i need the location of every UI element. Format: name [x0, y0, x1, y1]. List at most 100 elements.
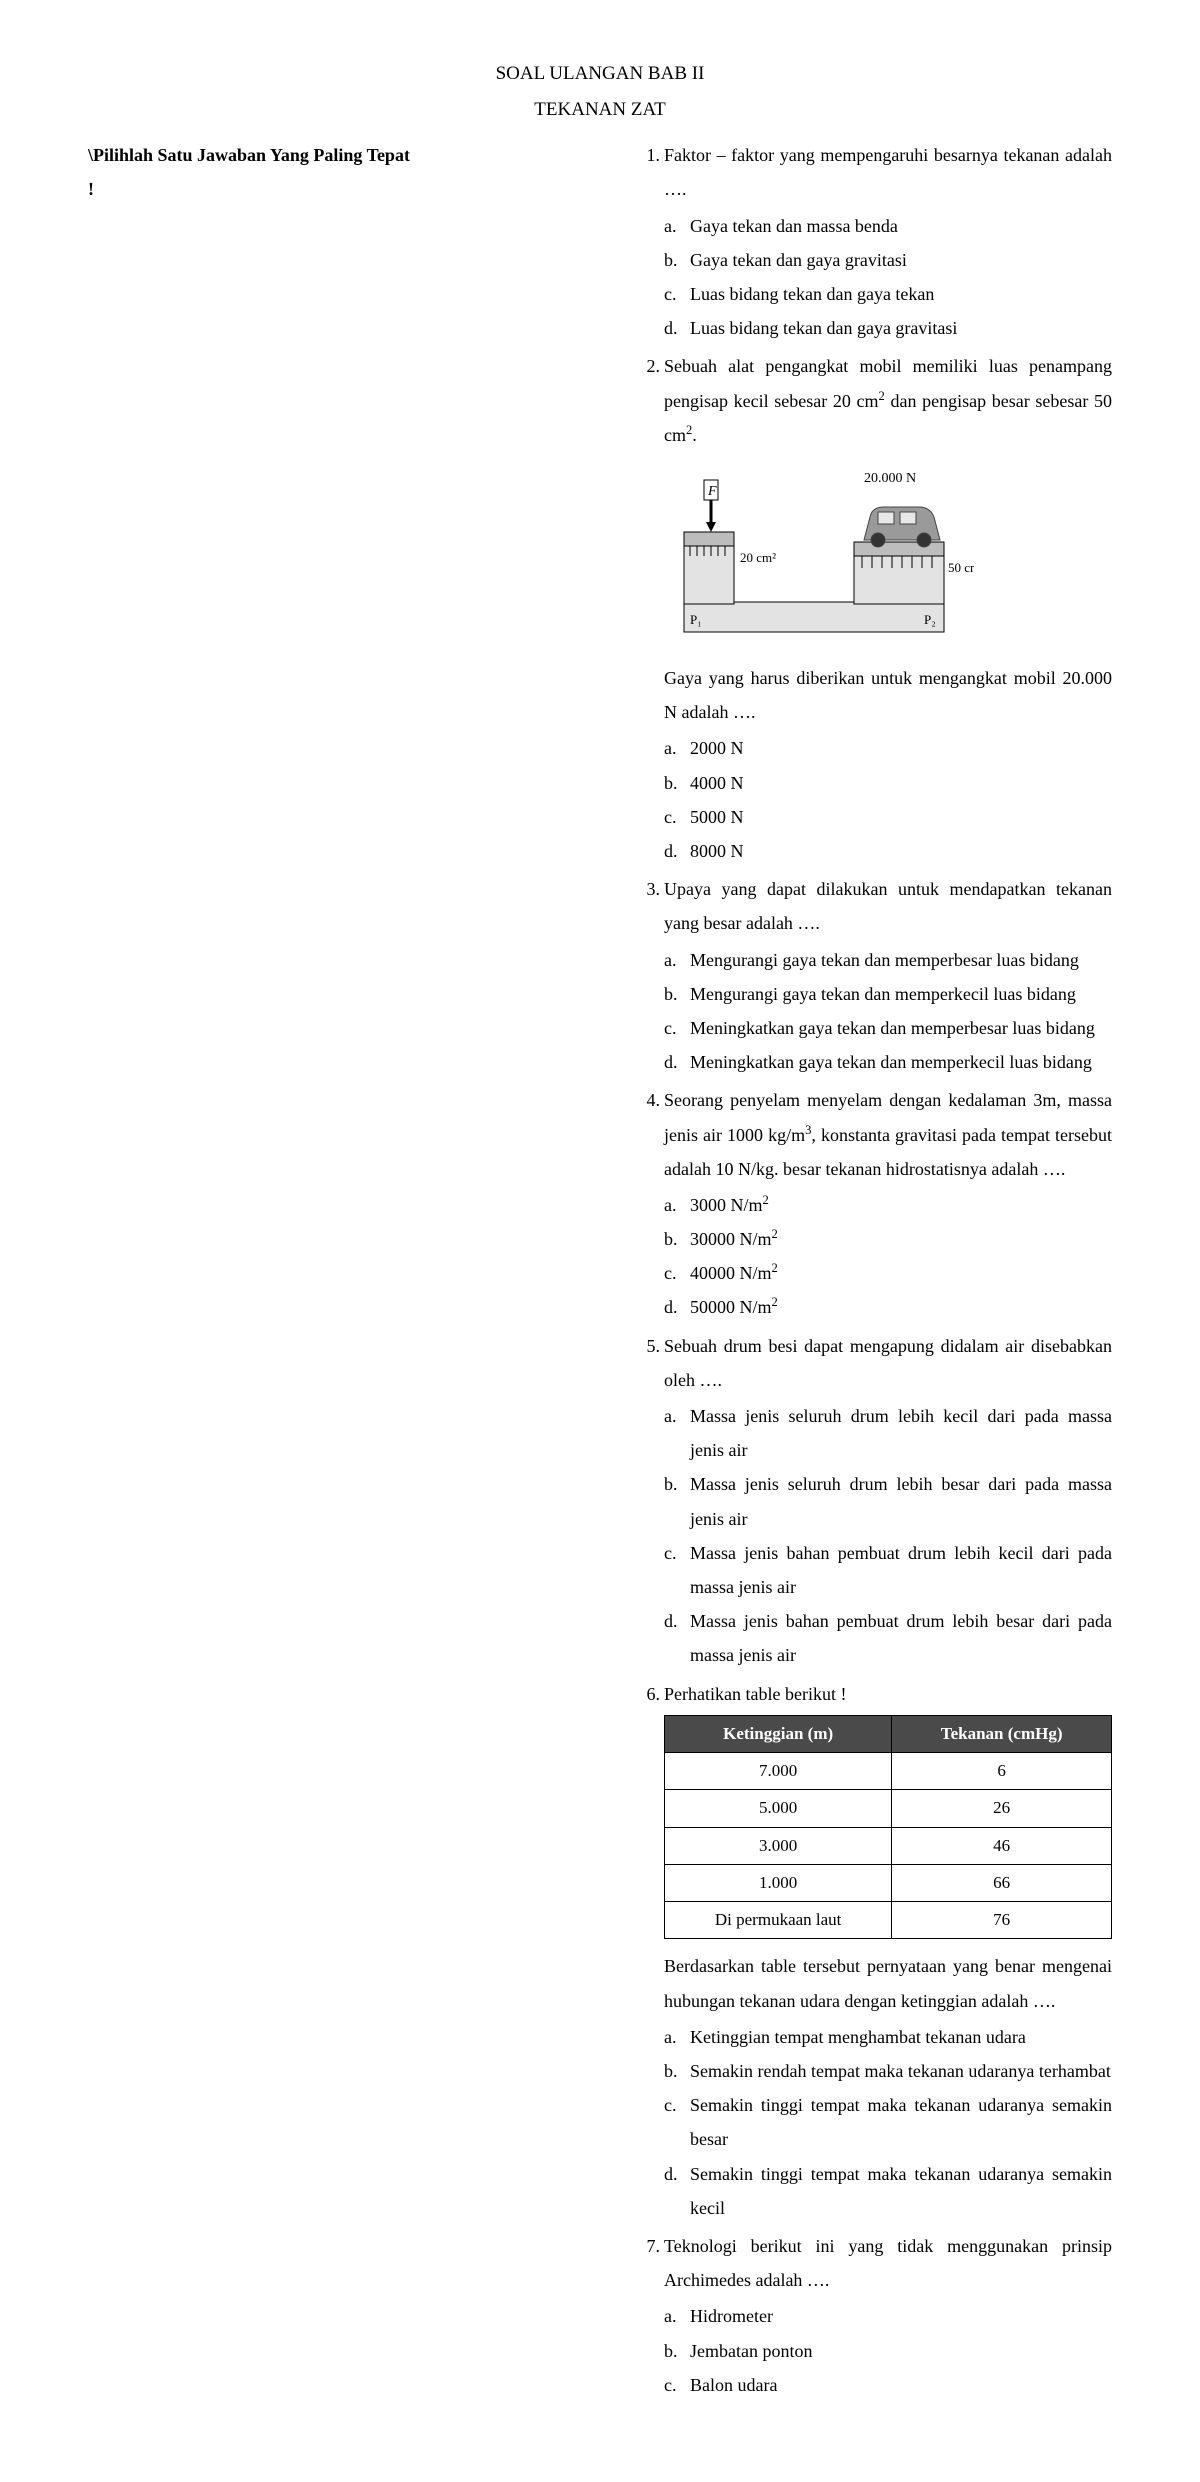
question-number: 7.	[638, 2229, 660, 2263]
option-text: Ketinggian tempat menghambat tekanan uda…	[690, 2027, 1026, 2047]
pressure-table: Ketinggian (m) Tekanan (cmHg) 7.0006 5.0…	[664, 1715, 1112, 1940]
option-label: d.	[664, 834, 686, 868]
table-row: 5.00026	[665, 1790, 1112, 1827]
options-list: a.Mengurangi gaya tekan dan memperbesar …	[664, 943, 1112, 1080]
option-label: a.	[664, 943, 686, 977]
options-list: a.Hidrometer b.Jembatan ponton c.Balon u…	[664, 2299, 1112, 2402]
option-text: 40000 N/m2	[690, 1263, 778, 1283]
option-label: b.	[664, 977, 686, 1011]
option-label: d.	[664, 1045, 686, 1079]
question-text: Sebuah drum besi dapat mengapung didalam…	[664, 1329, 1112, 1397]
table-cell: 6	[892, 1752, 1112, 1789]
options-list: a.2000 N b.4000 N c.5000 N d.8000 N	[664, 731, 1112, 868]
option-text: Gaya tekan dan massa benda	[690, 216, 898, 236]
options-list: a.3000 N/m2 b.30000 N/m2 c.40000 N/m2 d.…	[664, 1188, 1112, 1325]
title-line-1: SOAL ULANGAN BAB II	[88, 56, 1112, 92]
option-text: Massa jenis seluruh drum lebih kecil dar…	[690, 1406, 1112, 1460]
question-6: 6. Perhatikan table berikut ! Ketinggian…	[664, 1677, 1112, 2225]
table-row: 7.0006	[665, 1752, 1112, 1789]
option-text: Massa jenis bahan pembuat drum lebih kec…	[690, 1543, 1112, 1597]
option-text: Massa jenis seluruh drum lebih besar dar…	[690, 1474, 1112, 1528]
table-header: Tekanan (cmHg)	[892, 1715, 1112, 1752]
question-text: Sebuah alat pengangkat mobil memiliki lu…	[664, 349, 1112, 452]
table-cell: Di permukaan laut	[665, 1902, 892, 1939]
option-label: c.	[664, 1536, 686, 1570]
option-label: a.	[664, 2299, 686, 2333]
question-text: Faktor – faktor yang mempengaruhi besarn…	[664, 138, 1112, 206]
option-label: b.	[664, 766, 686, 800]
question-4: 4. Seorang penyelam menyelam dengan keda…	[664, 1083, 1112, 1324]
table-row: 3.00046	[665, 1827, 1112, 1864]
option-label: b.	[664, 1467, 686, 1501]
option-label: c.	[664, 1011, 686, 1045]
question-3: 3. Upaya yang dapat dilakukan untuk mend…	[664, 872, 1112, 1079]
table-row: Di permukaan laut76	[665, 1902, 1112, 1939]
car-icon	[864, 507, 940, 547]
option-label: d.	[664, 1290, 686, 1324]
option-label: a.	[664, 1399, 686, 1433]
option-label: c.	[664, 1256, 686, 1290]
table-cell: 66	[892, 1864, 1112, 1901]
instruction-line-1: \Pilihlah Satu Jawaban Yang Paling Tepat	[88, 138, 578, 172]
option-text: Jembatan ponton	[690, 2341, 812, 2361]
question-5: 5. Sebuah drum besi dapat mengapung dida…	[664, 1329, 1112, 1673]
option-label: c.	[664, 800, 686, 834]
question-1: 1. Faktor – faktor yang mempengaruhi bes…	[664, 138, 1112, 345]
table-row: 1.00066	[665, 1864, 1112, 1901]
options-list: a.Ketinggian tempat menghambat tekanan u…	[664, 2020, 1112, 2225]
question-text-after: Gaya yang harus diberikan untuk mengangk…	[664, 661, 1112, 729]
option-text: 5000 N	[690, 807, 744, 827]
small-area-label: 20 cm²	[740, 550, 776, 565]
option-text: Hidrometer	[690, 2306, 773, 2326]
table-cell: 76	[892, 1902, 1112, 1939]
option-label: c.	[664, 2368, 686, 2402]
question-number: 6.	[638, 1677, 660, 1711]
question-text-after: Berdasarkan table tersebut pernyataan ya…	[664, 1949, 1112, 2017]
large-area-label: 50 cm²	[948, 560, 974, 575]
table-cell: 46	[892, 1827, 1112, 1864]
option-label: a.	[664, 731, 686, 765]
table-cell: 5.000	[665, 1790, 892, 1827]
option-label: a.	[664, 2020, 686, 2054]
table-cell: 1.000	[665, 1864, 892, 1901]
option-label: c.	[664, 2088, 686, 2122]
instruction-block: \Pilihlah Satu Jawaban Yang Paling Tepat…	[88, 138, 578, 206]
question-text: Perhatikan table berikut !	[664, 1677, 1112, 1711]
option-text: Semakin rendah tempat maka tekanan udara…	[690, 2061, 1111, 2081]
options-list: a.Gaya tekan dan massa benda b.Gaya teka…	[664, 209, 1112, 346]
option-label: b.	[664, 1222, 686, 1256]
question-list: 1. Faktor – faktor yang mempengaruhi bes…	[622, 138, 1112, 2402]
option-label: b.	[664, 2334, 686, 2368]
option-label: d.	[664, 311, 686, 345]
question-number: 5.	[638, 1329, 660, 1363]
options-list: a.Massa jenis seluruh drum lebih kecil d…	[664, 1399, 1112, 1673]
option-text: Luas bidang tekan dan gaya gravitasi	[690, 318, 957, 338]
weight-label: 20.000 N	[864, 471, 916, 486]
option-text: Meningkatkan gaya tekan dan memperkecil …	[690, 1052, 1092, 1072]
question-text: Seorang penyelam menyelam dengan kedalam…	[664, 1083, 1112, 1186]
question-text: Teknologi berikut ini yang tidak menggun…	[664, 2229, 1112, 2297]
instruction-line-2: !	[88, 172, 578, 206]
question-7: 7. Teknologi berikut ini yang tidak meng…	[664, 2229, 1112, 2402]
option-text: Luas bidang tekan dan gaya tekan	[690, 284, 934, 304]
force-label: F	[707, 484, 717, 499]
option-text: Semakin tinggi tempat maka tekanan udara…	[690, 2095, 1112, 2149]
option-text: Semakin tinggi tempat maka tekanan udara…	[690, 2164, 1112, 2218]
p1-label: P₁	[690, 612, 702, 627]
option-label: d.	[664, 2157, 686, 2191]
option-label: b.	[664, 243, 686, 277]
option-text: Meningkatkan gaya tekan dan memperbesar …	[690, 1018, 1095, 1038]
option-text: Massa jenis bahan pembuat drum lebih bes…	[690, 1611, 1112, 1665]
question-text: Upaya yang dapat dilakukan untuk mendapa…	[664, 872, 1112, 940]
question-number: 1.	[638, 138, 660, 172]
table-header-row: Ketinggian (m) Tekanan (cmHg)	[665, 1715, 1112, 1752]
question-2: 2. Sebuah alat pengangkat mobil memiliki…	[664, 349, 1112, 868]
question-number: 3.	[638, 872, 660, 906]
table-header: Ketinggian (m)	[665, 1715, 892, 1752]
option-label: c.	[664, 277, 686, 311]
option-label: a.	[664, 1188, 686, 1222]
question-number: 4.	[638, 1083, 660, 1117]
hydraulic-svg: F 20.000 N 20 cm² 50 cm² P₁	[664, 462, 974, 642]
q2-text-post: .	[692, 425, 697, 445]
table-cell: 7.000	[665, 1752, 892, 1789]
